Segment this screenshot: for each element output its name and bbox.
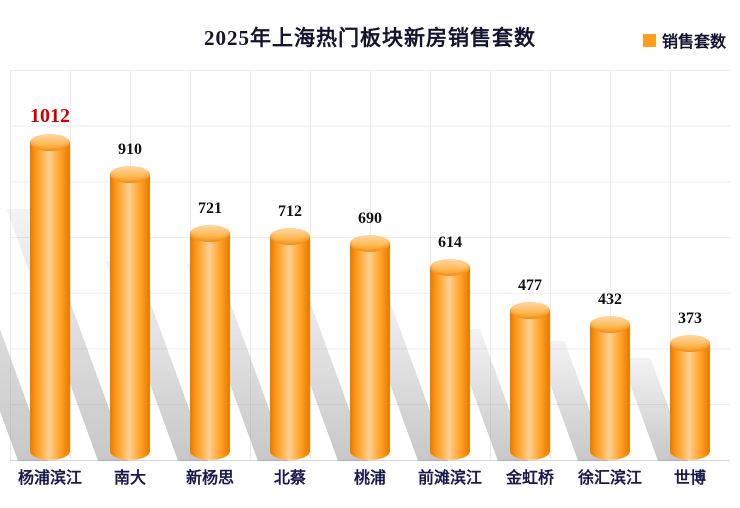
legend-swatch-icon	[642, 33, 656, 47]
bar-body	[110, 174, 150, 460]
bar-value-label: 432	[598, 291, 622, 308]
x-axis-label: 南大	[113, 470, 146, 487]
bar-cylinder	[620, 335, 710, 461]
bar-value-label: 477	[518, 277, 542, 294]
bar-top-cap	[670, 335, 710, 352]
x-axis-labels: 杨浦滨江 南大 新杨思 北蔡 桃浦 前滩滨江 金虹桥 徐汇滨江 世博	[10, 464, 730, 488]
bar-group: 721	[105, 70, 250, 461]
bar-cylinder	[449, 302, 550, 461]
bar-top-cap	[190, 225, 230, 242]
bar-body	[590, 324, 630, 460]
bar-body	[510, 310, 550, 460]
bar-value-label: 721	[198, 200, 222, 217]
bar-cylinder	[6, 166, 150, 461]
bar-group: 614	[356, 70, 490, 461]
bar-group: 432	[534, 70, 650, 461]
x-axis-label: 杨浦滨江	[17, 470, 82, 487]
bar-top-cap	[510, 302, 550, 319]
bar-value-label: 373	[678, 310, 702, 327]
bar-cylinder	[268, 235, 390, 461]
bar-top-cap	[270, 228, 310, 245]
x-axis-label: 世博	[673, 470, 706, 487]
bar-group: 477	[449, 70, 570, 461]
chart-title: 2025年上海热门板块新房销售套数	[204, 26, 536, 50]
legend-label: 销售套数	[661, 34, 726, 51]
bar-value-label: 712	[278, 203, 302, 220]
x-axis-label: 桃浦	[353, 470, 386, 487]
legend: 销售套数	[642, 28, 726, 52]
x-axis-label: 北蔡	[273, 470, 306, 487]
x-axis-label: 金虹桥	[505, 470, 554, 487]
bar-group: 910	[6, 70, 170, 461]
bar-cylinder	[534, 316, 630, 461]
bar-value-label: 690	[358, 210, 382, 227]
x-axis-label: 前滩滨江	[417, 470, 482, 487]
bar-cylinder	[105, 225, 230, 461]
bar-value-label: 910	[118, 141, 142, 158]
bar-group: 1012	[0, 70, 90, 461]
bar-group: 712	[186, 70, 330, 461]
bar-cylinder	[186, 228, 310, 461]
bar-cylinder	[356, 259, 470, 461]
bar-top-cap	[430, 259, 470, 276]
bars-container: 1012 910 721 712 690 614 477 432 373	[0, 70, 730, 461]
x-axis-label: 新杨思	[185, 470, 234, 487]
bar-body	[270, 236, 310, 460]
bar-body	[30, 142, 70, 460]
bar-top-cap	[590, 316, 630, 333]
bar-value-label: 1012	[30, 105, 70, 127]
bar-top-cap	[110, 166, 150, 183]
bar-body	[350, 243, 390, 460]
bar-group: 690	[268, 70, 410, 461]
bar-top-cap	[30, 134, 70, 151]
bar-body	[670, 343, 710, 460]
x-axis-label: 徐汇滨江	[577, 470, 642, 487]
plot-area: 1012 910 721 712 690 614 477 432 373	[0, 70, 730, 461]
bar-body	[430, 267, 470, 460]
bar-value-label: 614	[438, 234, 462, 251]
bar-cylinder	[0, 134, 70, 461]
bar-top-cap	[350, 235, 390, 252]
bar-body	[190, 233, 230, 460]
bar-group: 373	[620, 70, 730, 461]
